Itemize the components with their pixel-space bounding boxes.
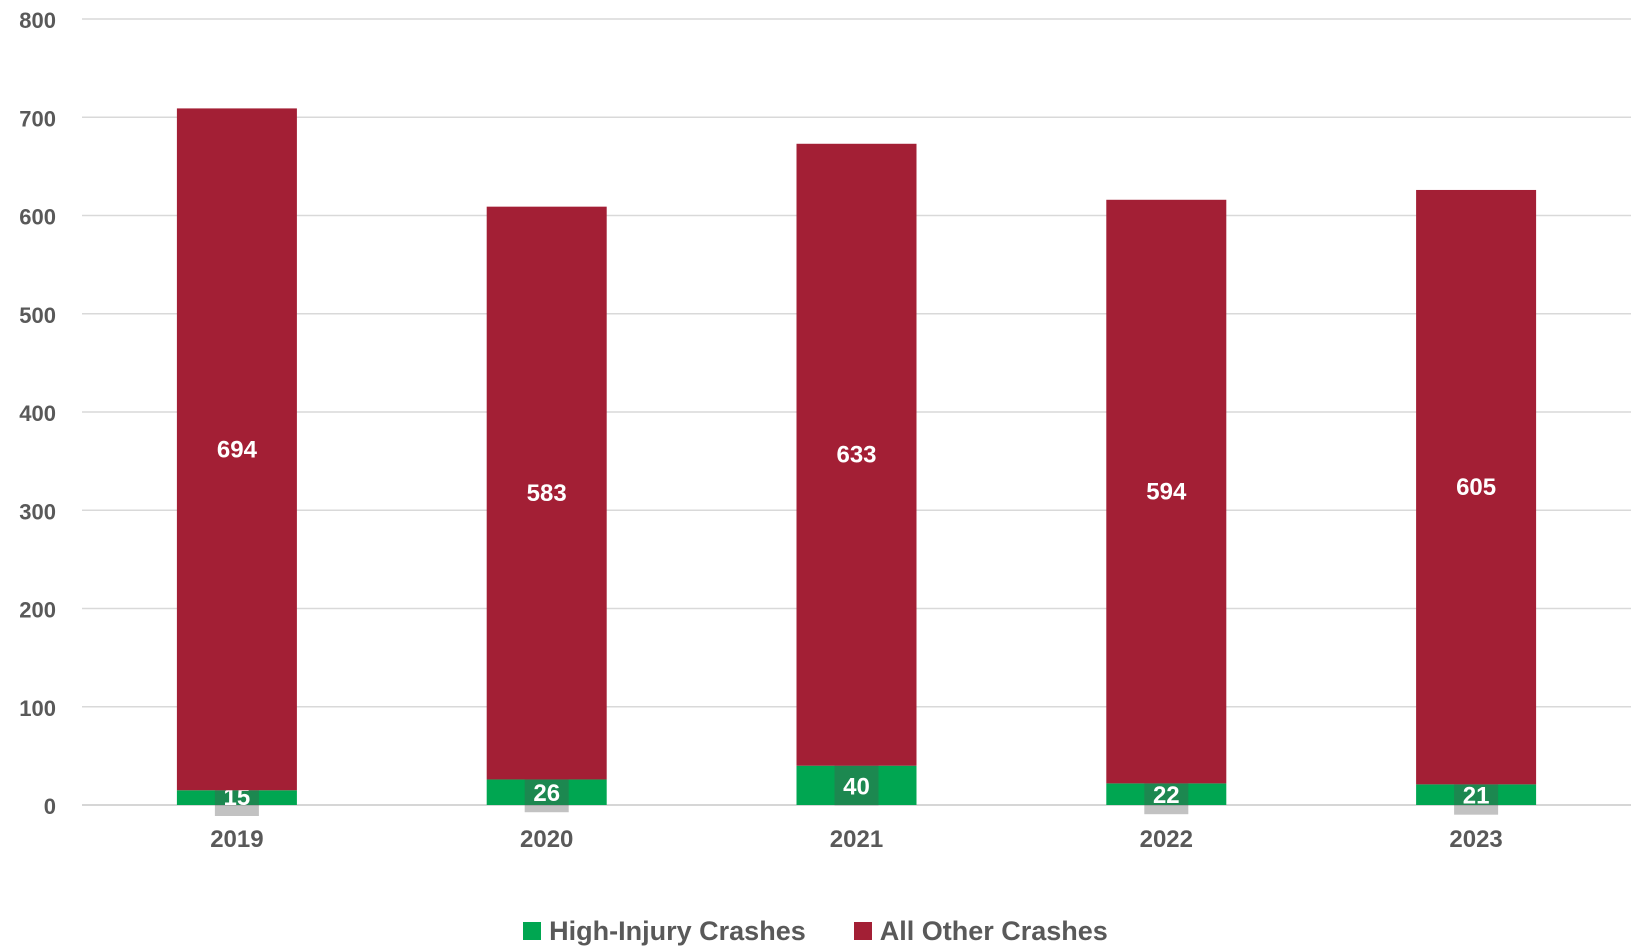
y-tick-label: 0 <box>44 794 56 819</box>
data-label-high-injury: 26 <box>533 780 560 807</box>
legend-label-all-other: All Other Crashes <box>879 915 1108 946</box>
y-tick-label: 400 <box>19 401 56 426</box>
data-label-background <box>834 765 879 806</box>
bar-all-other <box>486 206 607 780</box>
data-label-all-other: 605 <box>1456 474 1496 501</box>
bar-high-injury <box>486 779 607 805</box>
y-tick-label: 100 <box>19 696 56 721</box>
bar-high-injury <box>796 765 917 805</box>
data-label-high-injury: 21 <box>1463 783 1490 810</box>
y-tick-label: 800 <box>19 8 56 33</box>
bar-all-other <box>176 108 297 791</box>
x-tick-label: 2023 <box>1449 826 1502 853</box>
x-tick-label: 2020 <box>520 826 573 853</box>
x-tick-label: 2021 <box>830 826 883 853</box>
x-tick-label: 2019 <box>210 826 263 853</box>
legend: High-Injury Crashes All Other Crashes <box>0 913 1631 949</box>
data-label-all-other: 633 <box>836 442 876 469</box>
legend-item-high-injury: High-Injury Crashes <box>523 916 806 947</box>
legend-swatch-high-injury <box>523 922 542 940</box>
bar-all-other <box>1106 199 1227 784</box>
data-label-high-injury: 40 <box>843 773 870 800</box>
data-label-all-other: 694 <box>217 436 258 463</box>
bar-high-injury <box>176 790 297 805</box>
y-axis: 0 100 200 300 400 500 600 700 800 <box>19 8 56 819</box>
bar-high-injury <box>1416 784 1537 805</box>
data-label-all-other: 583 <box>527 480 567 507</box>
y-tick-label: 200 <box>19 598 56 623</box>
bar-high-injury <box>1106 783 1227 805</box>
x-tick-label: 2022 <box>1140 826 1193 853</box>
y-tick-label: 600 <box>19 205 56 230</box>
legend-item-all-other: All Other Crashes <box>853 915 1108 947</box>
legend-swatch-all-other <box>853 922 872 940</box>
y-tick-label: 700 <box>19 106 56 131</box>
x-axis: 2019 2020 2021 2022 2023 <box>210 826 1503 853</box>
legend-label-high-injury: High-Injury Crashes <box>549 915 806 946</box>
data-label-all-other: 594 <box>1146 479 1187 506</box>
bar-all-other <box>796 143 917 766</box>
bar-all-other <box>1416 189 1537 785</box>
data-label-high-injury: 22 <box>1153 782 1180 809</box>
y-tick-label: 300 <box>19 499 56 524</box>
y-tick-label: 500 <box>19 303 56 328</box>
